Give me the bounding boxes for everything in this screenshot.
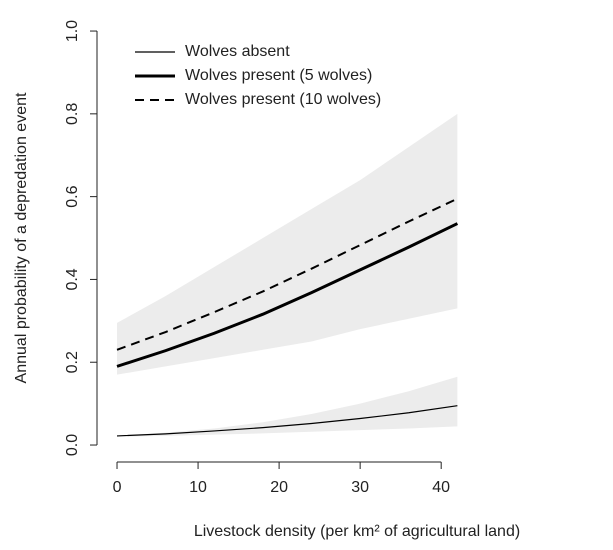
y-tick-label: 0.4 <box>64 268 81 290</box>
y-axis-label: Annual probability of a depredation even… <box>13 92 30 383</box>
x-tick-label: 30 <box>351 479 369 496</box>
y-tick-label: 0.2 <box>64 351 81 373</box>
x-tick-label: 20 <box>270 479 288 496</box>
confidence-band <box>117 376 458 437</box>
legend-label: Wolves present (5 wolves) <box>185 67 372 84</box>
legend-label: Wolves present (10 wolves) <box>185 91 381 108</box>
legend-label: Wolves absent <box>185 43 290 60</box>
x-tick-label: 0 <box>113 479 122 496</box>
series-line <box>116 197 458 351</box>
x-tick-label: 40 <box>432 479 450 496</box>
series-line <box>116 222 459 368</box>
x-axis-label: Livestock density (per km² of agricultur… <box>194 523 520 540</box>
confidence-band <box>117 113 458 375</box>
y-tick-label: 0.0 <box>64 434 81 456</box>
series-line <box>116 405 458 437</box>
y-tick-label: 1.0 <box>64 20 81 42</box>
y-tick-label: 0.6 <box>64 185 81 207</box>
x-tick-label: 10 <box>189 479 207 496</box>
y-tick-label: 0.8 <box>64 103 81 125</box>
